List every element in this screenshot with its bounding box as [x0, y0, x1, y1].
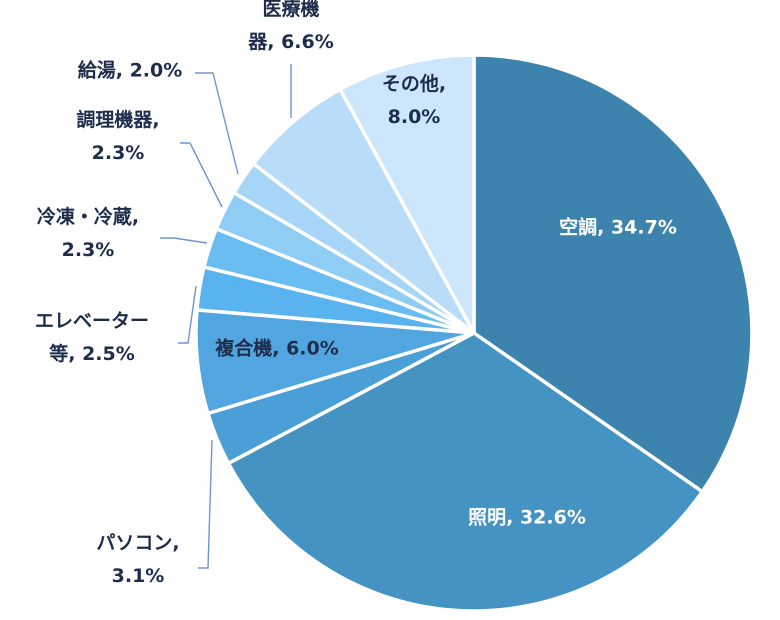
- slice-label: 調理機器,: [76, 108, 159, 131]
- slice-labels: 空調, 34.7% 照明, 32.6% パソコン, 3.1% 複合機, 6.0% エレベー…: [35, 0, 677, 587]
- slice-label: 2.3%: [92, 142, 145, 164]
- slice-label: 8.0%: [388, 106, 441, 128]
- slice-label: 等, 2.5%: [48, 342, 135, 365]
- slice-label: 照明, 32.6%: [468, 507, 586, 529]
- pie-slice: [226, 331, 705, 613]
- leader-line: [198, 439, 213, 569]
- leader-lines: [160, 64, 292, 569]
- pie-slice: [251, 87, 476, 335]
- slice-label: 給湯, 2.0%: [78, 59, 183, 82]
- leader-line: [180, 142, 223, 208]
- slice-label: 2.3%: [62, 239, 115, 261]
- leader-line: [160, 237, 208, 244]
- slice-label: 冷凍・冷蔵,: [37, 205, 139, 228]
- pie-slice: [338, 53, 476, 335]
- pie-slice: [472, 53, 754, 494]
- slice-label: 複合機, 6.0%: [214, 337, 339, 360]
- slice-label: 医療機: [262, 0, 319, 20]
- leader-line: [178, 285, 197, 344]
- slice-label: 3.1%: [112, 565, 165, 587]
- slice-label: パソコン,: [96, 532, 179, 554]
- slice-label: その他,: [382, 72, 446, 95]
- pie-slices: [194, 53, 754, 613]
- slice-label: 器, 6.6%: [247, 31, 334, 53]
- slice-label: 空調, 34.7%: [559, 216, 677, 239]
- slice-label: エレベーター: [35, 310, 149, 332]
- leader-line: [195, 72, 239, 175]
